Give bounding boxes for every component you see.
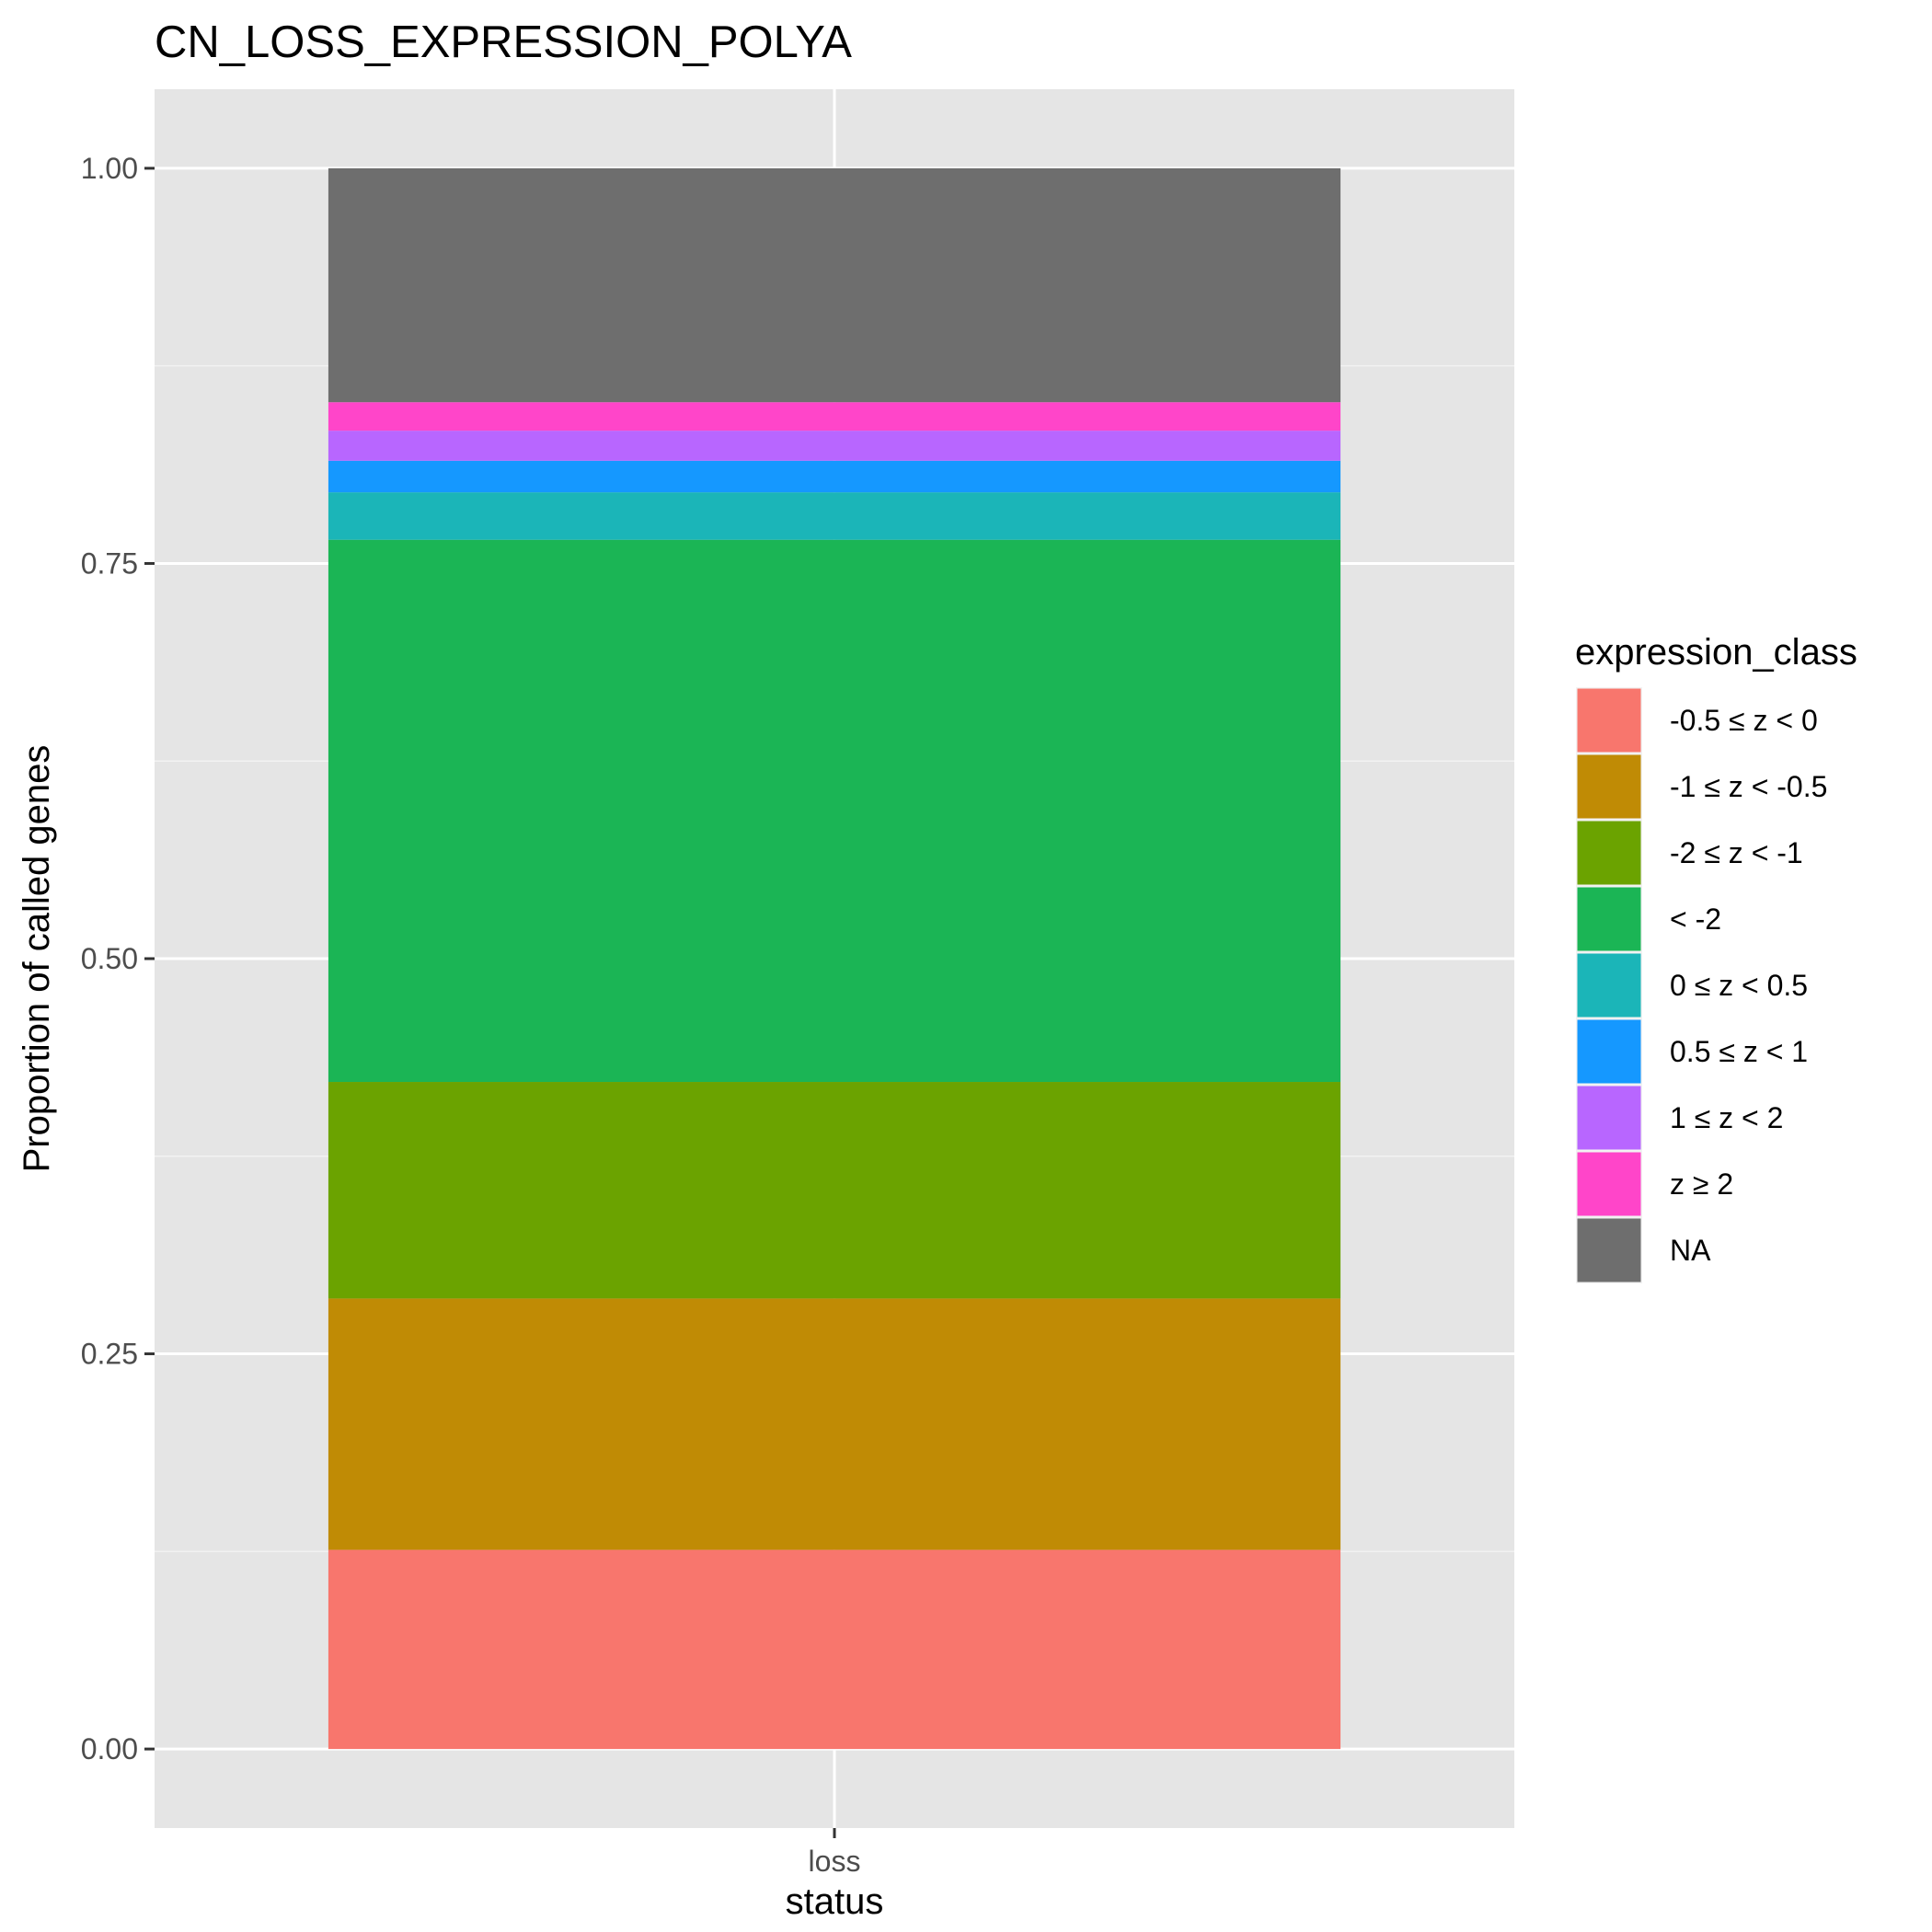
legend-label: z ≥ 2 xyxy=(1670,1167,1733,1201)
y-tick-label: 0.25 xyxy=(81,1338,138,1371)
legend: -0.5 ≤ z < 0 -1 ≤ z < -0.5 -2 ≤ z < -1 < -2… xyxy=(1576,687,1827,1283)
x-axis: loss xyxy=(809,1828,861,1878)
bar-stack xyxy=(328,167,1341,1750)
legend-swatch xyxy=(1577,1019,1641,1084)
bar-segment xyxy=(328,402,1341,431)
bar-segment xyxy=(328,460,1341,493)
y-axis-label: Proportion of called genes xyxy=(17,745,57,1173)
legend-label: 0.5 ≤ z < 1 xyxy=(1670,1035,1808,1068)
legend-swatch xyxy=(1577,953,1641,1018)
y-tick-label: 0.00 xyxy=(81,1732,138,1765)
legend-swatch xyxy=(1577,1086,1641,1150)
bar-segment xyxy=(328,539,1341,1083)
legend-title: expression_class xyxy=(1575,632,1857,673)
legend-label: -2 ≤ z < -1 xyxy=(1670,836,1803,869)
chart-title: CN_LOSS_EXPRESSION_POLYA xyxy=(155,17,852,67)
y-axis: 0.00 0.25 0.50 0.75 1.00 xyxy=(81,152,155,1765)
legend-swatch xyxy=(1577,1218,1641,1282)
x-tick-label: loss xyxy=(809,1845,861,1878)
legend-swatch xyxy=(1577,1152,1641,1216)
legend-label: -0.5 ≤ z < 0 xyxy=(1670,704,1818,737)
legend-label: < -2 xyxy=(1670,903,1721,936)
legend-swatch xyxy=(1577,821,1641,885)
legend-label: NA xyxy=(1670,1234,1711,1267)
x-axis-label: status xyxy=(786,1881,884,1922)
legend-swatch xyxy=(1577,887,1641,951)
bar-segment xyxy=(328,431,1341,461)
legend-label: 0 ≤ z < 0.5 xyxy=(1670,969,1808,1002)
legend-label: 1 ≤ z < 2 xyxy=(1670,1101,1783,1134)
legend-swatch xyxy=(1577,688,1641,753)
bar-segment xyxy=(328,1549,1341,1750)
legend-swatch xyxy=(1577,754,1641,819)
y-tick-label: 0.75 xyxy=(81,546,138,580)
y-tick-label: 0.50 xyxy=(81,942,138,975)
bar-segment xyxy=(328,167,1341,403)
legend-label: -1 ≤ z < -0.5 xyxy=(1670,770,1827,803)
bar-segment xyxy=(328,492,1341,540)
bar-segment xyxy=(328,1082,1341,1299)
bar-segment xyxy=(328,1298,1341,1550)
y-tick-label: 1.00 xyxy=(81,152,138,185)
